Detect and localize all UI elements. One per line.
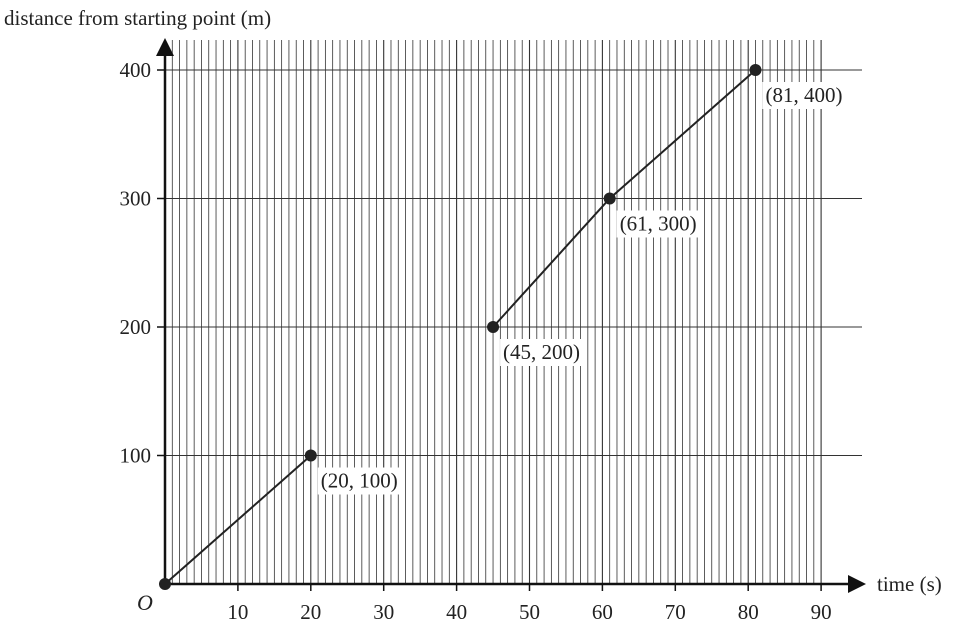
point-label-background	[317, 467, 401, 495]
y-axis-label: distance from starting point (m)	[4, 6, 271, 30]
point-label: (20, 100)	[321, 469, 398, 493]
axes	[156, 38, 866, 593]
origin-label: O	[137, 590, 153, 615]
x-tick-label: 80	[738, 600, 759, 624]
data-point	[749, 64, 762, 76]
y-tick-labels: 100 200 300 400	[120, 58, 165, 468]
x-axis-arrow-icon	[848, 575, 866, 593]
x-tick-label: 10	[227, 600, 248, 624]
data-point	[159, 578, 171, 590]
data-point	[487, 321, 500, 333]
x-tick-label: 70	[665, 600, 686, 624]
x-tick-label: 50	[519, 600, 540, 624]
data-point	[603, 192, 616, 205]
y-tick-label: 200	[120, 315, 152, 339]
y-tick-label: 300	[120, 187, 152, 211]
data-point	[304, 449, 317, 462]
x-tick-label: 90	[811, 600, 832, 624]
x-tick-label: 60	[592, 600, 613, 624]
x-axis-label: time (s)	[877, 572, 942, 596]
y-tick-label: 400	[120, 58, 152, 82]
point-label: (45, 200)	[503, 340, 580, 364]
grid	[165, 40, 862, 584]
point-label-background	[500, 339, 584, 366]
point-label-background	[762, 82, 846, 109]
point-labels: (20, 100) (45, 200) (61, 300) (81, 400)	[317, 82, 846, 495]
y-axis-arrow-icon	[156, 38, 174, 56]
point-label-background	[616, 210, 700, 238]
data-points	[159, 64, 762, 590]
point-label: (81, 400)	[765, 83, 842, 107]
point-label: (61, 300)	[620, 212, 697, 236]
x-tick-label: 30	[373, 600, 394, 624]
x-tick-labels: 10 20 30 40 50 60 70 80 90	[227, 584, 832, 624]
series-line	[164, 454, 312, 585]
y-tick-label: 100	[120, 444, 152, 468]
x-tick-label: 40	[446, 600, 467, 624]
x-tick-label: 20	[300, 600, 321, 624]
